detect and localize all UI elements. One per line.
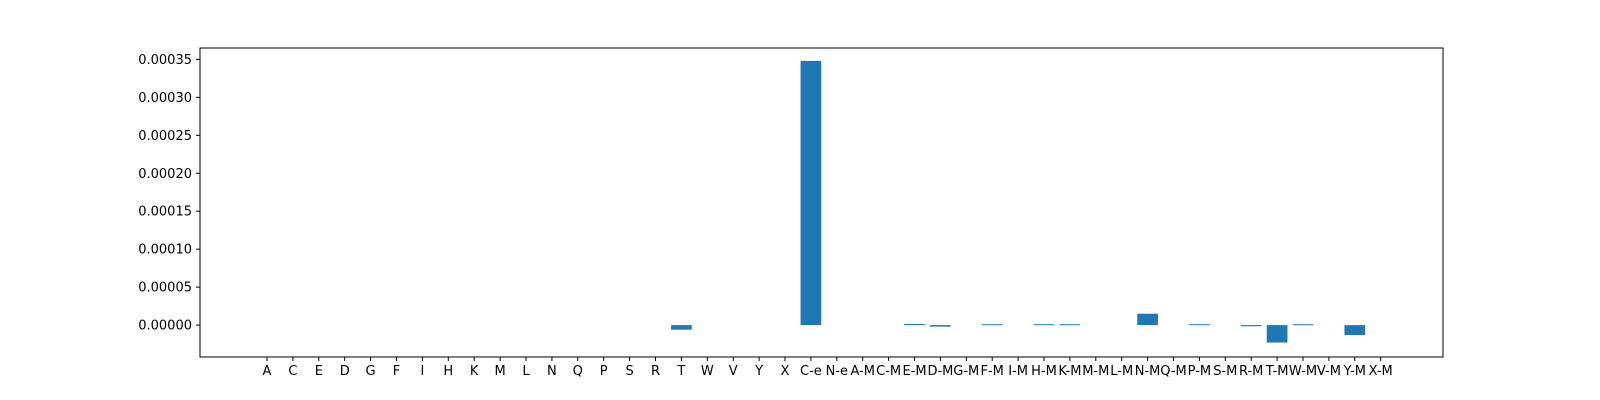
x-tick-label: R <box>651 364 660 379</box>
y-tick-label: 0.00030 <box>138 91 192 106</box>
x-tick-label: C-M <box>876 364 901 379</box>
x-tick-label: C <box>288 364 297 379</box>
x-tick-label: G <box>366 364 376 379</box>
bars-group <box>671 60 1366 343</box>
x-tick-label: F-M <box>981 364 1004 379</box>
x-tick-label: L <box>522 364 530 379</box>
x-tick-label: V <box>729 364 738 379</box>
x-tick-label: Y <box>754 364 763 379</box>
x-tick-label: Y-M <box>1343 364 1366 379</box>
x-tick-label: X-M <box>1369 364 1393 379</box>
bar-Y-M <box>1344 325 1366 335</box>
x-tick-label: P-M <box>1188 364 1211 379</box>
x-tick-label: E <box>315 364 323 379</box>
bar-D-M <box>930 325 951 327</box>
x-tick-label: Q-M <box>1160 364 1187 379</box>
x-tick-label: D-M <box>927 364 953 379</box>
x-tick-label: T <box>676 364 685 379</box>
y-tick-label: 0.00035 <box>138 53 192 68</box>
x-tick-label: W-M <box>1289 364 1317 379</box>
x-tick-label: H-M <box>1031 364 1057 379</box>
x-tick-label: N-e <box>826 364 848 379</box>
y-tick-label: 0.00025 <box>138 129 192 144</box>
x-tick-label: D <box>340 364 350 379</box>
x-tick-label: F <box>393 364 400 379</box>
x-tick-label: K <box>470 364 479 379</box>
x-tick-label: G-M <box>953 364 979 379</box>
bar-R-M <box>1240 325 1262 327</box>
x-tick-label: S-M <box>1213 364 1237 379</box>
x-tick-label: V-M <box>1317 364 1341 379</box>
x-tick-label: E-M <box>902 364 926 379</box>
x-axis: A C E D G F I H K M L N Q P S R T W V Y X C-e N-e A-M C-M E-M D-M G… <box>263 357 1393 379</box>
x-tick-label: K-M <box>1058 364 1081 379</box>
x-tick-label: N-M <box>1135 364 1161 379</box>
x-tick-label: C-e <box>800 364 822 379</box>
y-tick-label: 0.00000 <box>138 319 192 334</box>
bar-C-e <box>800 60 822 326</box>
y-tick-label: 0.00020 <box>138 167 192 182</box>
y-tick-label: 0.00005 <box>138 281 192 296</box>
bar-N-M <box>1137 313 1158 326</box>
bar-F-M <box>981 324 1003 326</box>
x-tick-label: Q <box>573 364 583 379</box>
x-tick-label: T-M <box>1265 364 1289 379</box>
x-tick-label: S <box>625 364 633 379</box>
x-tick-label: X <box>781 364 790 379</box>
x-tick-label: P <box>600 364 608 379</box>
y-tick-label: 0.00015 <box>138 205 192 220</box>
bar-T <box>671 325 692 330</box>
bar-E-M <box>904 323 925 326</box>
x-tick-label: N <box>547 364 557 379</box>
x-tick-label: I-M <box>1008 364 1028 379</box>
x-tick-label: A-M <box>850 364 875 379</box>
axes-frame <box>199 47 1444 358</box>
y-axis: 0.00000 0.00005 0.00010 0.00015 0.00020 0.000… <box>138 53 200 334</box>
x-tick-label: A <box>263 364 272 379</box>
x-tick-label: H <box>443 364 453 379</box>
x-tick-label: R-M <box>1239 364 1263 379</box>
y-tick-label: 0.00010 <box>138 243 192 258</box>
bar-K-M <box>1059 324 1081 326</box>
bar-T-M <box>1266 325 1288 343</box>
bar-P-M <box>1189 324 1210 326</box>
x-tick-label: M <box>494 364 505 379</box>
x-tick-label: M-M <box>1082 364 1109 379</box>
bar-W-M <box>1292 324 1314 326</box>
x-tick-label: L-M <box>1110 364 1133 379</box>
x-tick-label: I <box>420 364 424 379</box>
bar-H-M <box>1033 324 1055 326</box>
x-tick-label: W <box>701 364 714 379</box>
